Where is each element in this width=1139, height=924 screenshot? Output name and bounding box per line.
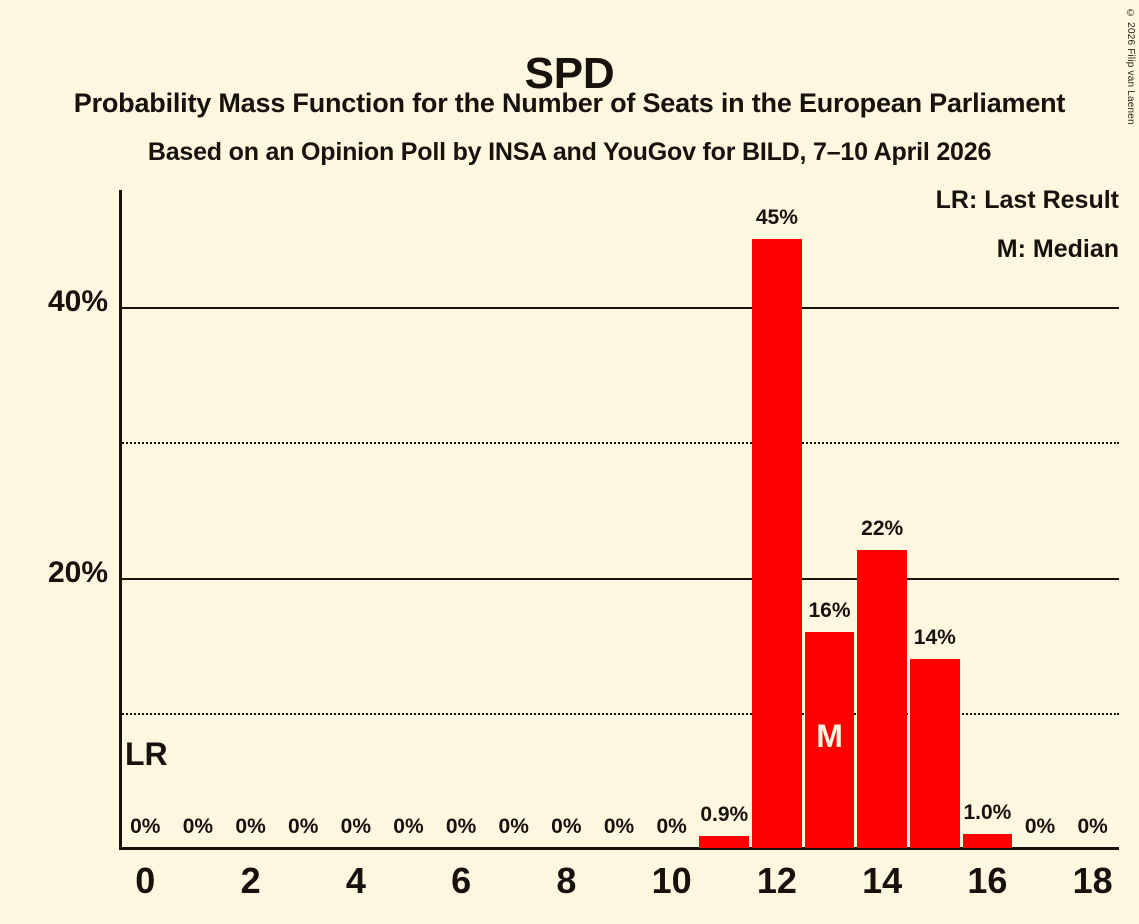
gridline-40pct bbox=[119, 307, 1119, 309]
legend-median: M: Median bbox=[996, 235, 1119, 263]
y-tick-label-20: 20% bbox=[47, 555, 108, 589]
last-result-marker: LR bbox=[125, 736, 168, 772]
x-tick-label-6: 6 bbox=[451, 860, 472, 901]
bar-seat-16[interactable] bbox=[962, 834, 1013, 848]
bar-value-label-seat-2: 0% bbox=[235, 815, 266, 838]
plot-area bbox=[119, 190, 1119, 848]
legend-last-result: LR: Last Result bbox=[935, 186, 1119, 214]
x-tick-label-10: 10 bbox=[651, 860, 692, 901]
bar-value-label-seat-5: 0% bbox=[393, 815, 424, 838]
y-axis-line bbox=[119, 190, 122, 850]
x-axis-line bbox=[119, 847, 1119, 850]
bar-value-label-seat-16: 1.0% bbox=[963, 801, 1012, 825]
bar-value-label-seat-0: 0% bbox=[130, 815, 161, 838]
bar-value-label-seat-10: 0% bbox=[656, 815, 687, 838]
bar-seat-13[interactable] bbox=[804, 631, 855, 848]
median-marker: M bbox=[816, 718, 843, 754]
bar-value-label-seat-11: 0.9% bbox=[700, 802, 749, 826]
chart-source-note: Based on an Opinion Poll by INSA and You… bbox=[147, 138, 992, 166]
gridline-20pct bbox=[119, 577, 1119, 580]
bar-seat-11[interactable] bbox=[699, 835, 750, 848]
page-title: SPD bbox=[524, 49, 615, 99]
bar-seat-14[interactable] bbox=[857, 550, 907, 848]
bar-value-label-seat-7: 0% bbox=[498, 815, 529, 838]
x-tick-label-0: 0 bbox=[135, 860, 156, 901]
x-tick-label-12: 12 bbox=[756, 860, 797, 901]
bar-value-label-seat-6: 0% bbox=[445, 815, 477, 838]
gridline-10pct bbox=[119, 712, 1119, 715]
bar-seat-12[interactable] bbox=[752, 239, 802, 848]
x-tick-label-4: 4 bbox=[345, 860, 366, 901]
x-tick-label-2: 2 bbox=[240, 860, 261, 901]
bar-value-label-seat-9: 0% bbox=[603, 815, 635, 838]
bar-value-label-seat-13: 16% bbox=[808, 598, 851, 622]
x-tick-label-18: 18 bbox=[1072, 860, 1113, 901]
bar-seat-15[interactable] bbox=[909, 658, 960, 848]
x-tick-label-16: 16 bbox=[967, 860, 1008, 901]
bar-value-label-seat-12: 45% bbox=[755, 206, 798, 230]
bar-value-label-seat-18: 0% bbox=[1077, 815, 1108, 838]
bar-value-label-seat-4: 0% bbox=[340, 815, 371, 838]
bar-value-label-seat-15: 14% bbox=[913, 625, 956, 649]
bar-value-label-seat-3: 0% bbox=[288, 815, 319, 838]
x-tick-label-14: 14 bbox=[862, 860, 903, 901]
bar-value-label-seat-17: 0% bbox=[1024, 815, 1056, 838]
y-tick-label-40: 40% bbox=[47, 285, 108, 318]
chart-subtitle: Probability Mass Function for the Number… bbox=[73, 88, 1066, 118]
copyright-notice: © 2026 Filip van Laenen bbox=[1125, 8, 1136, 125]
bar-value-label-seat-1: 0% bbox=[182, 815, 214, 838]
bar-value-label-seat-8: 0% bbox=[551, 815, 582, 838]
x-tick-label-8: 8 bbox=[556, 860, 577, 901]
bar-value-label-seat-14: 22% bbox=[861, 517, 904, 541]
gridline-30pct bbox=[119, 442, 1119, 445]
